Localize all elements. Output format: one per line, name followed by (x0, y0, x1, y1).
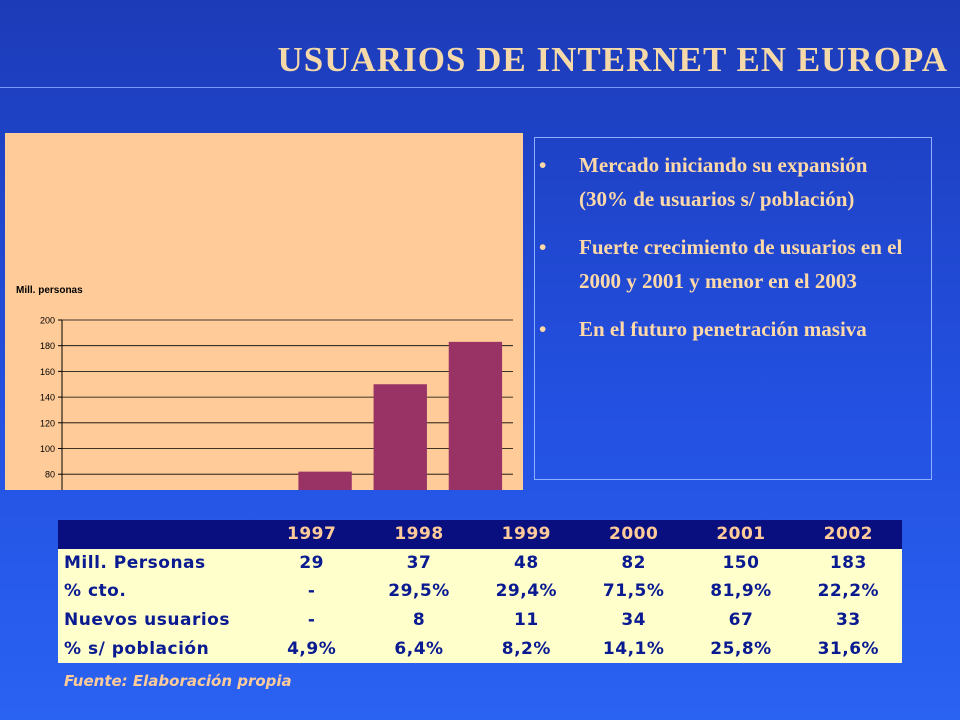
table-row: % s/ población 4,9% 6,4% 8,2% 14,1% 25,8… (58, 634, 902, 663)
bar (373, 384, 427, 490)
table-cell: 81,9% (687, 577, 795, 606)
table-cell: 37 (365, 548, 473, 578)
table-cell: - (258, 605, 366, 635)
table-cell: 25,8% (687, 634, 795, 663)
table-header-cell: 1999 (472, 520, 580, 549)
table-cell: 4,9% (258, 634, 366, 663)
source-note: Fuente: Elaboración propia (64, 672, 292, 690)
y-tick-label: 80 (45, 470, 55, 480)
table-cell: 71,5% (579, 577, 688, 606)
table-row-label: Nuevos usuarios (58, 605, 258, 635)
bullet-item: • Mercado iniciando su expansión (30% de … (535, 148, 921, 216)
title-divider (0, 87, 960, 88)
bar (448, 341, 503, 490)
table-cell: 8 (365, 605, 473, 635)
table-cell: 29,5% (365, 577, 473, 606)
y-tick-label: 160 (40, 367, 55, 377)
y-tick-label: 120 (40, 418, 55, 428)
table-header-cell: 2002 (794, 520, 902, 549)
table-cell: 29 (258, 548, 366, 578)
table-cell: 82 (579, 548, 688, 578)
table-cell: - (258, 577, 366, 606)
table-header-cell: 1998 (365, 520, 473, 549)
bullet-dot-icon: • (539, 153, 547, 177)
table-row-label: % s/ población (58, 634, 258, 663)
bullet-text: Fuerte crecimiento de usuarios en el 200… (579, 235, 903, 293)
table-row: % cto. - 29,5% 29,4% 71,5% 81,9% 22,2% (58, 577, 902, 606)
bullet-item: • Fuerte crecimiento de usuarios en el 20… (535, 230, 921, 298)
table-cell: 14,1% (579, 634, 688, 663)
bullet-text: En el futuro penetración masiva (579, 317, 867, 341)
bar-chart: Mill. personas02040608010012014016018020… (5, 133, 523, 490)
table-header-cell: 2001 (687, 520, 795, 549)
table-row-label: Mill. Personas (58, 548, 258, 578)
bullet-text: Mercado iniciando su expansión (30% de u… (579, 153, 868, 211)
table-cell: 6,4% (365, 634, 473, 663)
bullet-dot-icon: • (539, 317, 547, 341)
table-cell: 31,6% (794, 634, 902, 663)
table-cell: 67 (687, 605, 795, 635)
table-header-row: 1997 1998 1999 2000 2001 2002 (58, 520, 902, 549)
table-cell: 22,2% (794, 577, 902, 606)
table-cell: 34 (579, 605, 688, 635)
table-header-cell (58, 520, 258, 549)
page-title: USUARIOS DE INTERNET EN EUROPA (277, 40, 948, 79)
y-tick-label: 180 (40, 341, 55, 351)
data-table: 1997 1998 1999 2000 2001 2002 Mill. Pers… (58, 520, 902, 663)
y-tick-label: 200 (40, 316, 55, 326)
table-cell: 150 (687, 548, 795, 578)
bullet-item: • En el futuro penetración masiva (535, 312, 921, 346)
y-tick-label: 140 (40, 393, 55, 403)
table-row: Nuevos usuarios - 8 11 34 67 33 (58, 605, 902, 635)
table-row-label: % cto. (58, 577, 258, 606)
bar (298, 471, 352, 490)
table-header-cell: 2000 (579, 520, 688, 549)
bullet-dot-icon: • (539, 235, 547, 259)
y-axis-label: Mill. personas (16, 285, 83, 296)
table-cell: 183 (794, 548, 902, 578)
table-cell: 33 (794, 605, 902, 635)
table-cell: 8,2% (472, 634, 580, 663)
table-header-cell: 1997 (258, 520, 366, 549)
bar-chart-svg: Mill. personas02040608010012014016018020… (16, 285, 513, 490)
y-tick-label: 100 (40, 444, 55, 454)
table-row: Mill. Personas 29 37 48 82 150 183 (58, 548, 902, 578)
table-cell: 48 (472, 548, 580, 578)
table-cell: 29,4% (472, 577, 580, 606)
bullet-list-box: • Mercado iniciando su expansión (30% de … (534, 137, 932, 480)
table-cell: 11 (472, 605, 580, 635)
